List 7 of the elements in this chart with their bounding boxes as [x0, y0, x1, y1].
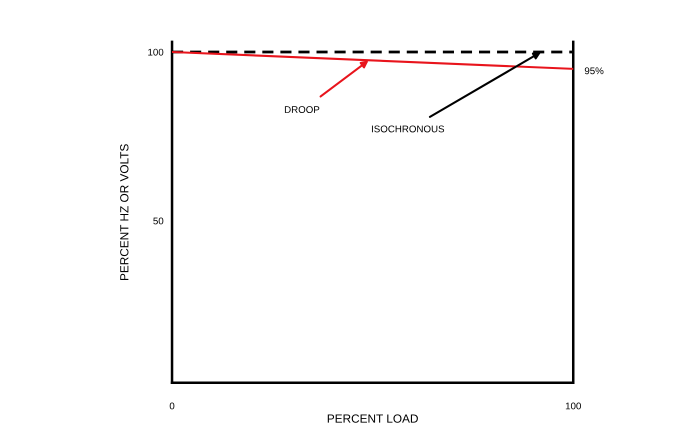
y-tick-label: 50: [153, 218, 164, 224]
y-axis-title: PERCENT HZ OR VOLTS: [120, 144, 128, 280]
data-label: 95%: [584, 67, 604, 74]
annotation: ISOCHRONOUS: [372, 125, 444, 132]
x-tick-label: 0: [170, 402, 174, 410]
x-axis-title: PERCENT LOAD: [328, 414, 418, 423]
annotation: DROOP: [284, 106, 320, 114]
